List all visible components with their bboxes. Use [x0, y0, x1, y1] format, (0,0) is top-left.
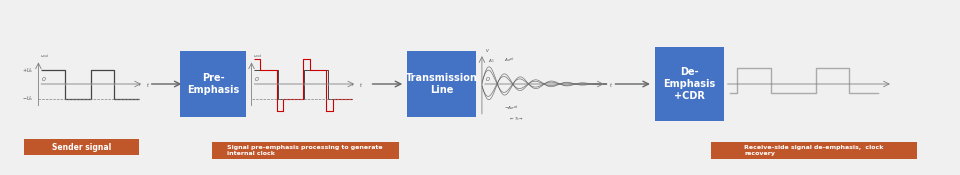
Text: Pre-
Emphasis: Pre- Emphasis [187, 73, 239, 95]
Text: $t$: $t$ [359, 81, 363, 89]
Text: De-
Emphasis
+CDR: De- Emphasis +CDR [663, 67, 715, 101]
Text: $-Ae^{at}$: $-Ae^{at}$ [504, 104, 519, 113]
Text: $O$: $O$ [254, 75, 260, 83]
Text: $u_{out}$: $u_{out}$ [253, 54, 263, 60]
FancyBboxPatch shape [655, 47, 724, 121]
Text: $O$: $O$ [485, 75, 491, 83]
FancyBboxPatch shape [407, 51, 476, 117]
Text: $-U_s$: $-U_s$ [235, 94, 247, 103]
Text: $A_1$: $A_1$ [488, 58, 494, 65]
FancyBboxPatch shape [24, 139, 139, 155]
Text: $-U_s$: $-U_s$ [22, 94, 34, 103]
Text: $u_{out}$: $u_{out}$ [40, 54, 50, 60]
Text: $+U_s$: $+U_s$ [22, 66, 34, 75]
Text: $+U_s$: $+U_s$ [235, 66, 247, 75]
Text: $t$: $t$ [146, 81, 150, 89]
Text: Signal pre-emphasis processing to generate
internal clock: Signal pre-emphasis processing to genera… [228, 145, 383, 156]
FancyBboxPatch shape [710, 142, 917, 159]
Text: $v$: $v$ [485, 47, 490, 54]
FancyBboxPatch shape [211, 142, 399, 159]
Text: Transmission
Line: Transmission Line [406, 73, 477, 95]
Text: Receive-side signal de-emphasis,  clock
recovery: Receive-side signal de-emphasis, clock r… [744, 145, 884, 156]
Text: $Ae^{at}$: $Ae^{at}$ [504, 57, 516, 65]
Text: $\leftarrow T_s \rightarrow$: $\leftarrow T_s \rightarrow$ [510, 116, 524, 123]
Text: Sender signal: Sender signal [52, 142, 111, 152]
Text: $t$: $t$ [609, 81, 612, 89]
Text: $O$: $O$ [41, 75, 47, 83]
FancyBboxPatch shape [180, 51, 246, 117]
